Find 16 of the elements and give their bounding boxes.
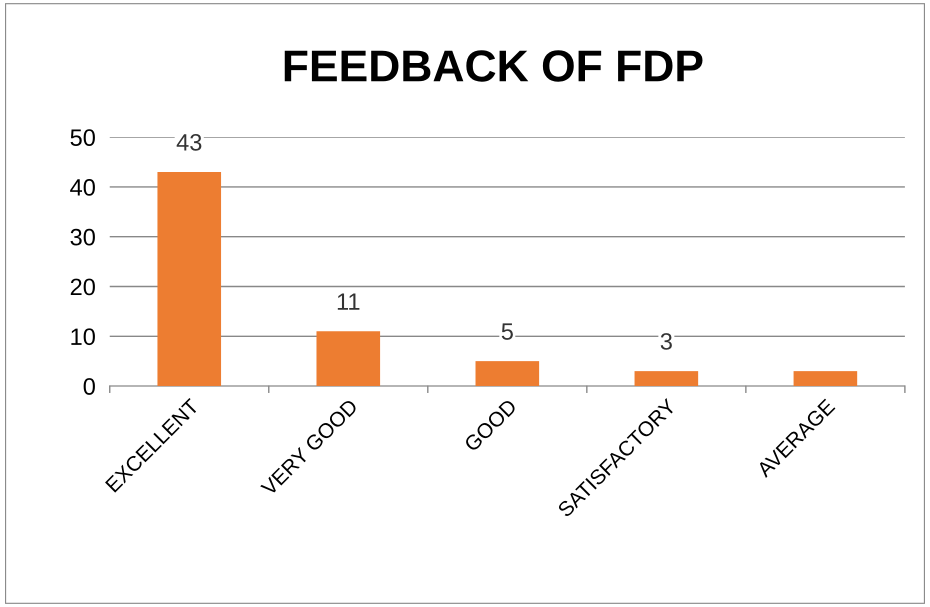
y-tick-label: 20 — [70, 278, 95, 296]
data-label: 11 — [338, 293, 360, 310]
data-label: 5 — [502, 323, 513, 340]
y-tick-label: 10 — [71, 328, 95, 346]
bar — [794, 371, 858, 386]
y-tick-label: 50 — [70, 129, 95, 146]
bar — [316, 331, 380, 386]
bar — [157, 172, 222, 386]
bar — [476, 361, 540, 386]
y-tick-label: 30 — [70, 228, 95, 246]
chart-title: FEEDBACK OF FDP — [284, 50, 702, 82]
data-label: 43 — [176, 134, 202, 151]
y-tick-label: 40 — [70, 179, 95, 196]
bar — [634, 371, 698, 386]
data-label: 3 — [660, 333, 672, 350]
y-tick-label: 0 — [84, 378, 95, 395]
